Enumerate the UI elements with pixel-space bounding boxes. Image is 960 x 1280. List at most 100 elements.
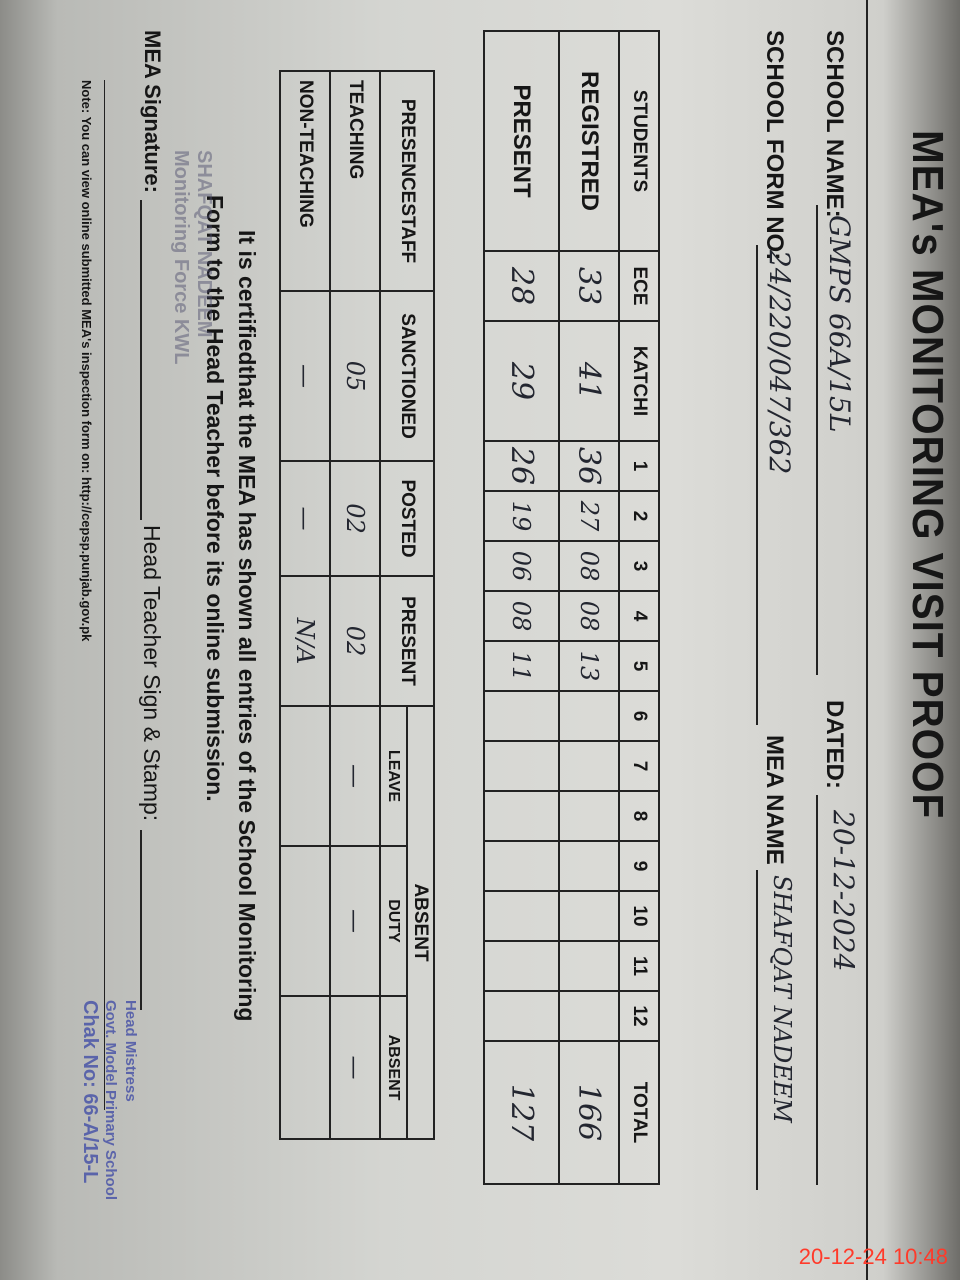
students-header-1: 1 (619, 441, 659, 491)
students-cell (559, 991, 619, 1041)
row-label: REGISTRED (559, 31, 619, 251)
students-header-ece: ECE (619, 251, 659, 321)
staff-cell: — (330, 846, 380, 996)
certification-line-1: It is certifiedthat the MEA has shown al… (234, 230, 260, 1022)
students-cell: 08 (559, 591, 619, 641)
students-header-row: STUDENTS ECE KATCHI 1 2 3 4 5 6 7 8 9 10 11 12 TOTAL (619, 31, 659, 1184)
students-cell (559, 791, 619, 841)
staff-header-absent: ABSENT (380, 996, 407, 1139)
students-header-11: 11 (619, 941, 659, 991)
staff-cell: N/A (280, 576, 330, 706)
students-header-6: 6 (619, 691, 659, 741)
students-header-katchi: KATCHI (619, 321, 659, 441)
head-stamp-line: Govt. Model Primary School (102, 1000, 119, 1201)
row-label: NON-TEACHING (280, 71, 330, 291)
staff-cell: 02 (330, 576, 380, 706)
mea-stamp-line: SHAFQAT NADEEM (193, 150, 215, 338)
footer-note: Note: You can view online submitted MEA'… (79, 80, 94, 642)
school-name-value: GMPS 66A/15L (823, 215, 856, 433)
table-row: NON-TEACHING — — N/A (280, 71, 330, 1139)
students-cell (484, 841, 559, 891)
students-cell: 08 (484, 591, 559, 641)
row-label: TEACHING (330, 71, 380, 291)
students-header-9: 9 (619, 841, 659, 891)
students-cell: 06 (484, 541, 559, 591)
students-cell: 27 (559, 491, 619, 541)
staff-cell: — (330, 996, 380, 1139)
school-name-line (816, 205, 818, 675)
mea-stamp: SHAFQAT NADEEM Monitoring Force KWL (169, 150, 215, 364)
staff-cell: 05 (330, 291, 380, 461)
students-header-4: 4 (619, 591, 659, 641)
table-row: REGISTRED 33 41 36 27 08 08 13 166 (559, 31, 619, 1184)
students-cell: 127 (484, 1041, 559, 1184)
students-cell: 26 (484, 441, 559, 491)
students-cell: 11 (484, 641, 559, 691)
note-divider (104, 80, 105, 1110)
staff-header-present: PRESENT (380, 576, 434, 706)
students-cell: 29 (484, 321, 559, 441)
staff-header-presencestaff: PRESENCESTAFF (380, 71, 434, 291)
staff-header-absent-group: ABSENT (407, 706, 434, 1139)
mea-signature-line (140, 200, 142, 520)
form-no-value: 24/220/047/362 (763, 250, 796, 475)
head-stamp-line: Chak No: 66-A/15-L (79, 1000, 101, 1184)
staff-cell: — (330, 706, 380, 846)
form-no-label: SCHOOL FORM NO: (761, 30, 788, 261)
staff-cell (280, 846, 330, 996)
school-name-label: SCHOOL NAME: (821, 30, 848, 218)
staff-header-posted: POSTED (380, 461, 434, 576)
staff-header-duty: DUTY (380, 846, 407, 996)
mea-signature-label: MEA Signature: (140, 30, 165, 193)
students-cell (559, 691, 619, 741)
students-header-5: 5 (619, 641, 659, 691)
students-table: STUDENTS ECE KATCHI 1 2 3 4 5 6 7 8 9 10 11 12 TOTAL RE… (483, 30, 660, 1185)
staff-cell: — (280, 461, 330, 576)
head-stamp-line: Head Mistress (122, 1000, 139, 1102)
students-cell: 166 (559, 1041, 619, 1184)
staff-cell: 02 (330, 461, 380, 576)
students-header-3: 3 (619, 541, 659, 591)
staff-cell (280, 706, 330, 846)
document-title: MEA's MONITORING VISIT PROOF (903, 130, 952, 820)
students-cell (484, 941, 559, 991)
students-header-7: 7 (619, 741, 659, 791)
students-cell: 36 (559, 441, 619, 491)
students-cell (559, 891, 619, 941)
camera-timestamp: 20-12-24 10:48 (798, 1244, 948, 1269)
students-header-12: 12 (619, 991, 659, 1041)
head-teacher-sign-line (140, 830, 142, 1010)
students-cell: 08 (559, 541, 619, 591)
students-header-2: 2 (619, 491, 659, 541)
mea-name-value: SHAFQAT NADEEM (768, 875, 796, 1123)
students-header-10: 10 (619, 891, 659, 941)
students-header-students: STUDENTS (619, 31, 659, 251)
date-label: DATED: (821, 700, 848, 789)
head-teacher-sign-label: Head Teacher Sign & Stamp: (139, 525, 165, 822)
students-cell (484, 791, 559, 841)
head-teacher-stamp: Head Mistress Govt. Model Primary School… (79, 1000, 140, 1201)
staff-table: PRESENCESTAFF SANCTIONED POSTED PRESENT … (279, 70, 435, 1140)
students-cell (559, 741, 619, 791)
students-cell (484, 741, 559, 791)
students-header-total: TOTAL (619, 1041, 659, 1184)
students-cell: 13 (559, 641, 619, 691)
table-row: PRESENT 28 29 26 19 06 08 11 127 (484, 31, 559, 1184)
mea-stamp-line: Monitoring Force KWL (170, 150, 192, 365)
students-cell: 19 (484, 491, 559, 541)
students-cell: 28 (484, 251, 559, 321)
staff-cell: — (280, 291, 330, 461)
form-no-line (756, 245, 758, 725)
students-cell (484, 691, 559, 741)
students-header-8: 8 (619, 791, 659, 841)
date-line (816, 795, 818, 1185)
staff-header-sanctioned: SANCTIONED (380, 291, 434, 461)
students-cell (559, 841, 619, 891)
students-cell: 33 (559, 251, 619, 321)
staff-header-leave: LEAVE (380, 706, 407, 846)
mea-name-label: MEA NAME (761, 735, 788, 865)
students-cell (559, 941, 619, 991)
mea-name-line (756, 870, 758, 1190)
students-cell (484, 891, 559, 941)
